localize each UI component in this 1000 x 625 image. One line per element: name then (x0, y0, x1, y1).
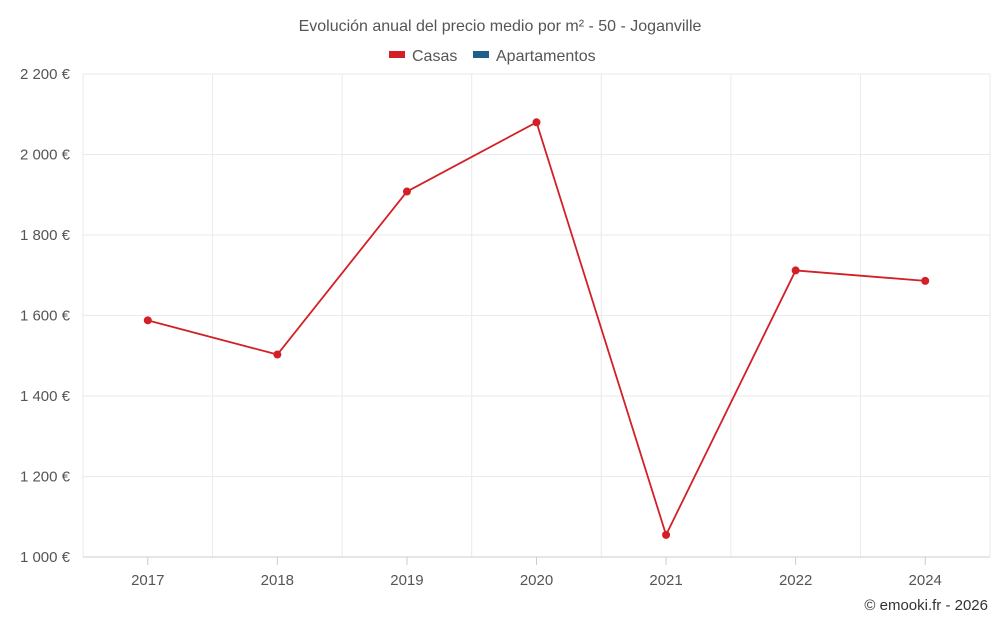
legend-item-casas[interactable]: Casas (389, 48, 457, 65)
x-tick-label: 2024 (909, 572, 942, 589)
legend-label-apartamentos: Apartamentos (496, 48, 596, 65)
x-tick-label: 2018 (261, 572, 294, 589)
legend-item-apartamentos[interactable]: Apartamentos (473, 48, 596, 65)
data-point-casas-2017[interactable] (143, 316, 152, 325)
y-tick-label: 2 200 € (20, 66, 71, 83)
data-point-casas-2020[interactable] (532, 118, 541, 127)
x-tick-label: 2021 (649, 572, 682, 589)
data-point-casas-2021[interactable] (662, 530, 671, 539)
y-axis-ticks: 1 000 € 1 200 € 1 400 € 1 600 € 1 800 € 2 000… (20, 66, 71, 566)
x-axis-ticks: 2017 2018 2019 2020 2021 2022 2024 (131, 557, 942, 589)
credit-text: © emooki.fr - 2026 (864, 597, 988, 614)
data-point-casas-2024[interactable] (921, 276, 930, 285)
y-tick-label: 1 800 € (20, 227, 71, 244)
x-tick-label: 2019 (390, 572, 423, 589)
legend-swatch-apartamentos (473, 51, 489, 58)
series (143, 118, 930, 539)
y-tick-label: 1 000 € (20, 549, 71, 566)
y-tick-label: 1 200 € (20, 469, 71, 486)
legend-swatch-casas (389, 51, 405, 58)
chart-title: Evolución anual del precio medio por m² … (299, 18, 702, 35)
series-line-casas (147, 121, 926, 536)
grid (82, 73, 991, 557)
data-point-casas-2019[interactable] (402, 187, 411, 196)
legend-label-casas: Casas (412, 48, 457, 65)
data-point-casas-2018[interactable] (273, 350, 282, 359)
y-tick-label: 1 600 € (20, 308, 71, 325)
y-tick-label: 1 400 € (20, 388, 71, 405)
y-tick-label: 2 000 € (20, 147, 71, 164)
x-tick-label: 2022 (779, 572, 812, 589)
x-tick-label: 2017 (131, 572, 164, 589)
legend: Casas Apartamentos (389, 48, 596, 65)
x-tick-label: 2020 (520, 572, 553, 589)
data-point-casas-2022[interactable] (791, 266, 800, 275)
